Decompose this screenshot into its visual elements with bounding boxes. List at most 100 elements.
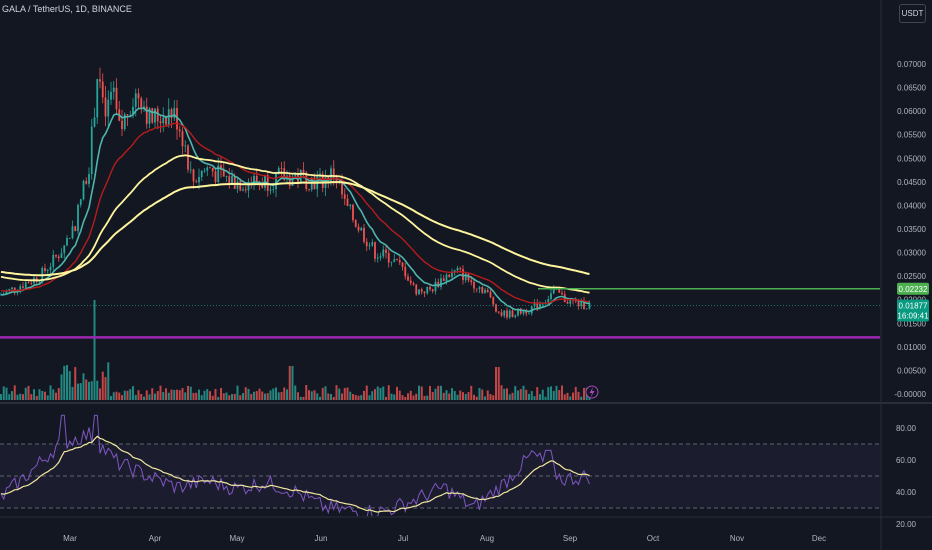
volume-bar (442, 392, 445, 400)
volume-bar (497, 367, 500, 400)
candle (533, 299, 536, 308)
volume-bar (8, 394, 11, 400)
volume-bar (519, 389, 522, 400)
volume-bar (118, 392, 121, 400)
volume-bar (286, 389, 288, 400)
volume-bar (277, 392, 280, 400)
volume-bar (258, 388, 261, 400)
volume-bar (44, 391, 46, 400)
candle (156, 105, 159, 130)
volume-bar (41, 391, 44, 400)
volume-bar (143, 396, 145, 400)
volume-bar (288, 366, 291, 400)
volume-bar (544, 396, 547, 400)
volume-bar (580, 396, 583, 400)
candle (379, 252, 382, 261)
rsi-axis[interactable]: 80.00 60.00 40.00 20.00 (896, 424, 917, 529)
volume-bar (451, 388, 453, 400)
volume-bar (462, 392, 464, 400)
candle (398, 255, 401, 266)
time-axis[interactable]: Mar Apr May Jun Jul Aug Sep Oct Nov Dec (63, 534, 826, 543)
volume-bar (316, 393, 319, 400)
rsi-tick-label: 40.00 (896, 488, 917, 497)
volume-bar (253, 391, 255, 400)
rsi-pane[interactable] (0, 414, 880, 518)
volume-bar (77, 383, 79, 400)
volume-bar (550, 386, 552, 400)
volume-bar (434, 388, 437, 400)
candle (63, 244, 66, 259)
candle (200, 170, 203, 182)
candle (492, 296, 495, 307)
volume-bar (352, 393, 354, 400)
lightning-icon[interactable] (585, 385, 599, 399)
time-tick-label: Aug (480, 534, 494, 543)
price-pane[interactable] (0, 67, 880, 400)
volume-bar (222, 393, 225, 400)
candle (93, 107, 96, 128)
candle (228, 167, 231, 189)
candle (291, 174, 294, 187)
volume-bar (294, 385, 297, 400)
candle (46, 268, 49, 275)
volume-bar (525, 389, 528, 400)
volume-bar (137, 390, 140, 400)
price-tick-label: 0.01000 (897, 343, 926, 352)
price-tick-label: 0.04500 (897, 178, 926, 187)
price-tick-label: 0.01500 (897, 319, 926, 328)
volume-bar (481, 389, 484, 400)
candle (159, 114, 162, 133)
volume-bar (508, 394, 511, 400)
candle (382, 245, 385, 259)
ema-mid-line (0, 122, 590, 304)
volume-bar (385, 396, 387, 400)
volume-bar (93, 300, 96, 400)
volume-bar (341, 393, 343, 400)
volume-bar (156, 391, 159, 400)
volume-bar (173, 389, 176, 400)
volume-bar (211, 395, 214, 400)
price-axis[interactable]: 0.07000 0.06500 0.06000 0.05500 0.05000 0.045… (894, 60, 926, 399)
volume-bar (38, 389, 41, 400)
candle (514, 314, 517, 319)
volume-bar (88, 381, 90, 400)
volume-bar (19, 393, 22, 400)
candle (99, 67, 101, 89)
price-tick-label: 0.03000 (897, 249, 926, 258)
volume-bar (528, 393, 530, 400)
volume-bar (110, 396, 112, 400)
volume-bar (231, 394, 233, 400)
candle (525, 308, 528, 317)
volume-bar (577, 391, 580, 400)
candle (341, 174, 343, 199)
candle (118, 100, 121, 122)
volume-bar (22, 394, 24, 400)
volume-bar (74, 367, 77, 400)
svg-text:0.02232: 0.02232 (899, 285, 928, 294)
symbol-title[interactable]: GALA / TetherUS, 1D, BINANCE (2, 4, 132, 14)
horizontal-levels[interactable] (0, 288, 880, 399)
candle (189, 161, 192, 174)
candle (269, 185, 272, 195)
candle (561, 290, 563, 296)
volume-bar (547, 387, 550, 400)
volume-bar (574, 386, 577, 400)
volume-bar (420, 386, 423, 400)
volume-bar (217, 396, 220, 400)
volume-bar (247, 388, 250, 400)
volume-bar (379, 387, 382, 400)
volume-bar (437, 385, 440, 400)
volume-bar (407, 393, 409, 400)
volume-bar (506, 388, 508, 400)
volume-bar (418, 385, 420, 400)
candle (143, 100, 145, 112)
volume-bar (126, 390, 129, 400)
candle (52, 250, 55, 271)
currency-button[interactable]: USDT (899, 4, 926, 23)
candle (242, 186, 244, 192)
candle (508, 309, 511, 319)
rsi-band (0, 444, 880, 508)
volume-bar (440, 385, 442, 400)
